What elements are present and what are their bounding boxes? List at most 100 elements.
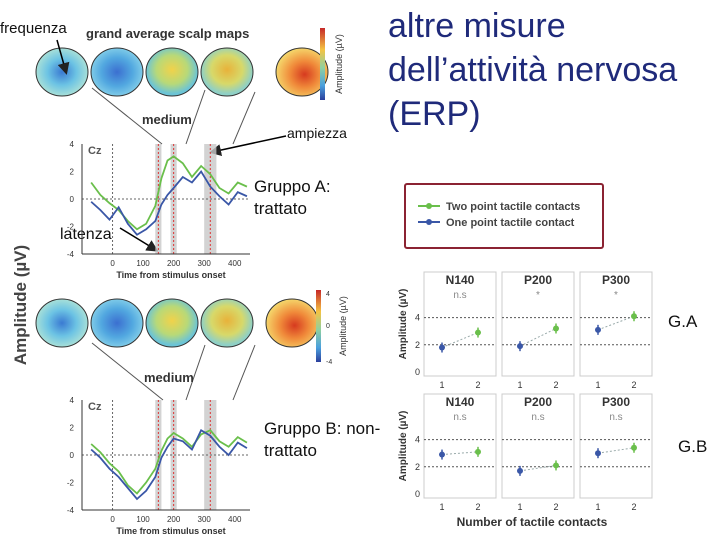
x-tick-label: 100 [136,515,150,524]
x-tick-label: 2 [475,502,480,512]
x-tick-label: 1 [595,380,600,390]
colorbar-tick: 4 [326,291,330,298]
time-window [170,400,177,510]
colorbar-top: Amplitude (µV) [320,28,344,100]
scalp-bottom-condition: medium [144,370,194,385]
significance-label: * [614,290,618,301]
colorbar-top-label: Amplitude (µV) [334,34,344,94]
y-tick-label: 4 [70,140,75,149]
data-point [439,344,445,351]
y-tick-label: 4 [415,435,420,445]
connector [597,315,635,331]
y-tick-label: 0 [70,451,75,460]
erp-series-blue [90,428,248,501]
x-tick-label: 100 [136,259,150,268]
legend-items: Two point tactile contacts One point tac… [418,201,580,229]
stats-panel [423,393,497,499]
legend-item-two: Two point tactile contacts [446,201,580,213]
y-tick-label: -2 [67,223,75,232]
scalp-map-5 [275,47,329,97]
significance-label: n.s [453,290,466,301]
scalp-map-b3 [145,298,199,348]
x-tick-label: 1 [517,380,522,390]
legend-item-one: One point tactile contact [446,217,575,229]
colorbar-bottom: 4 0 -4 Amplitude (µV) [316,290,348,366]
y-tick-label: 2 [70,424,75,433]
erp-series-green [90,155,248,231]
erp-series-blue [90,169,248,236]
scalp-map-2 [90,47,144,97]
data-point [595,326,601,333]
significance-label: n.s [609,412,622,423]
label-gruppo-b: Gruppo B: non-trattato [264,419,381,460]
label-gb: G.B [678,437,708,456]
label-latenza: latenza [60,226,112,243]
stats-panel [579,271,653,377]
stats-y-label: Amplitude (µV) [398,411,409,482]
slide-title: altre misure dell’attività nervosa (ERP) [388,7,678,133]
significance-label: * [536,290,540,301]
scalp-map-4 [200,47,254,97]
y-tick-label: 4 [415,313,420,323]
x-tick-label: 1 [439,502,444,512]
label-frequenza: frequenza [0,20,67,37]
component-label: P300 [602,395,630,409]
connector [441,332,479,348]
data-point [595,450,601,457]
arrow-frequenza [56,39,70,75]
colorbar-bottom-label: Amplitude (µV) [338,296,348,356]
y-tick-label: 0 [70,195,75,204]
data-point [631,444,637,451]
y-tick-label: 4 [70,396,75,405]
data-point [475,448,481,455]
y-tick-label: -2 [67,479,75,488]
main-y-axis-label: Amplitude (µV) [11,245,30,365]
scalp-top-condition: medium [142,112,192,127]
data-point [553,325,559,332]
x-tick-label: 0 [110,515,115,524]
x-tick-label: 200 [167,515,181,524]
y-tick-label: -4 [67,506,75,515]
label-gruppo-a: Gruppo A: trattato [254,177,331,218]
x-tick-label: 300 [198,515,212,524]
y-tick-label: 0 [415,489,420,499]
component-label: P300 [602,273,630,287]
y-tick-label: 2 [415,462,420,472]
colorbar-tick: 0 [326,323,330,330]
data-point [517,467,523,474]
component-label: P200 [524,273,552,287]
x-axis-label: Time from stimulus onset [116,526,225,536]
stats-panel [579,393,653,499]
component-label: P200 [524,395,552,409]
x-tick-label: 2 [631,380,636,390]
significance-label: n.s [453,412,466,423]
x-tick-label: 1 [595,502,600,512]
x-tick-label: 1 [517,502,522,512]
x-tick-label: 2 [553,380,558,390]
x-tick-label: 400 [228,259,242,268]
x-tick-label: 300 [198,259,212,268]
component-label: N140 [446,273,475,287]
stats-x-label: Number of tactile contacts [457,515,608,529]
label-ga: G.A [668,312,698,331]
x-tick-label: 2 [553,502,558,512]
scalp-map-b4 [200,298,254,348]
scalp-maps-bottom [35,298,319,348]
scalp-map-b5 [265,298,319,348]
data-point [553,462,559,469]
y-tick-label: -4 [67,250,75,259]
x-tick-label: 200 [167,259,181,268]
time-window [170,144,177,254]
channel-label: Cz [88,401,102,413]
channel-label: Cz [88,145,102,157]
stats-panel [423,271,497,377]
stats-panel [501,271,575,377]
y-tick-label: 2 [70,168,75,177]
stats-panels: Amplitude (µV) Amplitude (µV) N140 n.s 4 2 0 1 2… [398,271,653,529]
arrow-ampiezza [209,135,287,156]
main-y-axis: Amplitude (µV) [11,245,30,365]
x-axis-label: Time from stimulus onset [116,270,225,280]
